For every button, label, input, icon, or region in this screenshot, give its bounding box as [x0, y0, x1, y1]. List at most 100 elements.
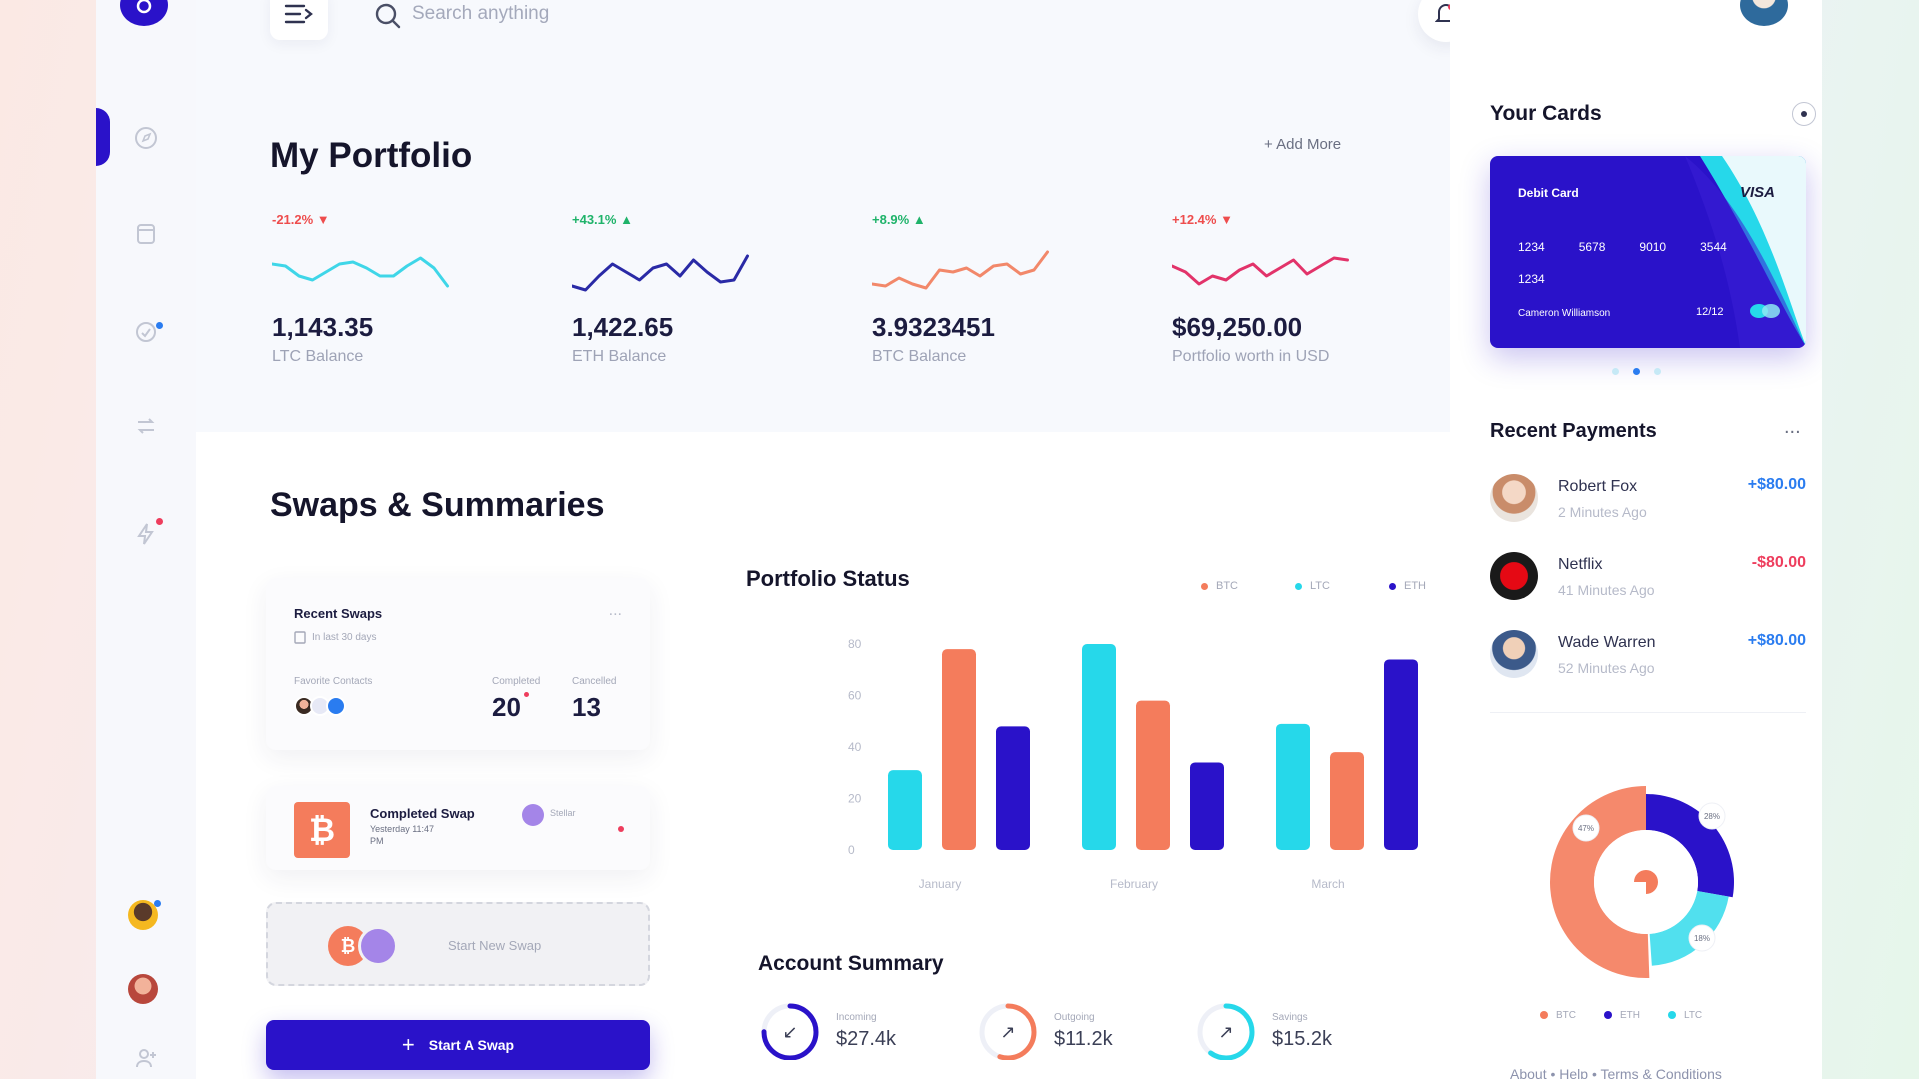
bar-btc-march[interactable] — [1330, 752, 1364, 850]
app-logo-icon[interactable] — [120, 0, 168, 26]
carousel-dot[interactable] — [1633, 368, 1640, 375]
menu-toggle-button[interactable] — [270, 0, 328, 40]
notification-dot — [156, 322, 163, 329]
asset-value: $69,250.00 — [1172, 312, 1303, 342]
donut-legend-item[interactable]: BTC — [1540, 1010, 1576, 1021]
donut-segment-eth[interactable] — [1646, 794, 1734, 898]
asset-change: -21.2% ▼ — [272, 212, 330, 227]
asset-change: +12.4% ▼ — [1172, 212, 1233, 227]
compass-icon[interactable] — [132, 124, 160, 152]
footer-links[interactable]: About • Help • Terms & Conditions — [1510, 1066, 1722, 1079]
asset-card[interactable]: -21.2% ▼ 1,143.35 LTC Balance — [272, 212, 472, 372]
sparkline — [572, 254, 749, 292]
profile-avatar[interactable] — [1740, 0, 1788, 26]
legend-swatch — [1540, 1011, 1548, 1020]
legend-item[interactable]: LTC — [1295, 580, 1330, 592]
payment-time: 2 Minutes Ago — [1558, 504, 1647, 520]
your-cards-title: Your Cards — [1490, 102, 1602, 125]
carousel-dot[interactable] — [1654, 368, 1661, 375]
y-tick-label: 0 — [848, 843, 855, 857]
donut-label: 47% — [1578, 824, 1594, 833]
main-content: My Portfolio + Add More -21.2% ▼ 1,143.35… — [196, 0, 1474, 1079]
bar-eth-january[interactable] — [996, 726, 1030, 850]
contact-avatar[interactable] — [128, 900, 158, 930]
donut-label: 28% — [1704, 812, 1720, 821]
ring-progress — [979, 1003, 1037, 1060]
asset-card[interactable]: +12.4% ▼ $69,250.00 Portfolio worth in USD — [1172, 212, 1372, 372]
page-title: My Portfolio — [270, 136, 473, 175]
swap-target: Stellar — [550, 808, 576, 818]
more-icon[interactable]: ... — [1784, 416, 1801, 438]
stellar-icon — [522, 804, 544, 826]
menu-icon — [284, 4, 313, 24]
donut-legend-item[interactable]: ETH — [1604, 1010, 1640, 1021]
more-icon[interactable]: ... — [608, 602, 622, 619]
add-more-link[interactable]: + Add More — [1264, 136, 1342, 153]
bitcoin-icon: ₿ — [294, 802, 350, 858]
status-dot — [618, 826, 624, 832]
summary-label: Outgoing — [1054, 1012, 1095, 1023]
summary-item[interactable]: ↗ Savings $15.2k — [1194, 996, 1394, 1066]
bar-eth-march[interactable] — [1384, 659, 1418, 850]
completed-swap-time: Yesterday 11:47 — [370, 824, 435, 834]
payment-avatar — [1490, 630, 1538, 678]
contact-avatar[interactable] — [128, 974, 158, 1004]
payment-amount: -$80.00 — [1751, 554, 1806, 571]
summary-label: Savings — [1272, 1012, 1308, 1023]
completed-swap-card[interactable]: ₿ Completed Swap Yesterday 11:47 PM Stel… — [266, 786, 650, 870]
completed-label: Completed — [492, 676, 541, 687]
bolt-icon[interactable] — [132, 520, 160, 548]
debit-card[interactable]: Debit Card VISA 1234 5678 9010 3544 1234 Ca… — [1490, 156, 1806, 348]
asset-card[interactable]: +8.9% ▲ 3.9323451 BTC Balance — [872, 212, 1072, 372]
donut-segment-ltc[interactable] — [1649, 891, 1729, 966]
y-tick-label: 20 — [848, 792, 862, 806]
carousel-dot[interactable] — [1612, 368, 1619, 375]
wallet-icon[interactable] — [132, 220, 160, 248]
legend-label: BTC — [1216, 580, 1238, 592]
bar-ltc-march[interactable] — [1276, 723, 1310, 850]
portfolio-status-chart: 80 60 40 20 0 January February March — [848, 637, 1418, 891]
recent-swaps-card[interactable]: Recent Swaps ... In last 30 days Favorit… — [266, 578, 650, 750]
bar-btc-january[interactable] — [942, 649, 976, 850]
plus-icon: + — [401, 1032, 415, 1057]
sparkline — [872, 250, 1049, 290]
start-new-swap-label: Start New Swap — [448, 938, 542, 953]
add-card-button[interactable] — [1792, 102, 1816, 126]
payment-row[interactable]: Robert Fox 2 Minutes Ago +$80.00 — [1490, 474, 1806, 534]
swap-icon[interactable] — [132, 412, 160, 440]
search-input[interactable] — [412, 0, 812, 28]
card-holder: Cameron Williamson — [1518, 308, 1611, 319]
x-tick-label: February — [1110, 877, 1158, 891]
payment-row[interactable]: Netflix 41 Minutes Ago -$80.00 — [1490, 552, 1806, 612]
payment-amount: +$80.00 — [1747, 476, 1806, 493]
bar-btc-february[interactable] — [1136, 700, 1170, 850]
cancelled-label: Cancelled — [572, 676, 617, 687]
completed-swap-title: Completed Swap — [370, 806, 475, 821]
start-new-swap-dropzone[interactable]: ₿ Start New Swap — [266, 902, 650, 986]
donut-center-mark — [1634, 870, 1658, 894]
donut-legend-item[interactable]: LTC — [1668, 1010, 1702, 1021]
calendar-icon — [294, 631, 306, 644]
add-user-icon[interactable] — [132, 1044, 160, 1072]
bar-ltc-february[interactable] — [1082, 644, 1116, 850]
bar-eth-february[interactable] — [1190, 762, 1224, 850]
payment-name: Wade Warren — [1558, 634, 1656, 651]
asset-change: +8.9% ▲ — [872, 212, 926, 227]
summary-item[interactable]: ↗ Outgoing $11.2k — [976, 996, 1176, 1066]
start-swap-button[interactable]: + Start A Swap — [266, 1020, 650, 1070]
asset-card[interactable]: +43.1% ▲ 1,422.65 ETH Balance — [572, 212, 772, 372]
x-tick-label: January — [919, 877, 962, 891]
legend-item[interactable]: BTC — [1201, 580, 1238, 592]
payment-row[interactable]: Wade Warren 52 Minutes Ago +$80.00 — [1490, 630, 1806, 690]
bar-ltc-january[interactable] — [888, 770, 922, 850]
legend-swatch — [1668, 1011, 1676, 1020]
swaps-title: Swaps & Summaries — [270, 486, 605, 524]
summary-label: Incoming — [836, 1012, 877, 1023]
summary-item[interactable]: ↙ Incoming $27.4k — [758, 996, 958, 1066]
card-number-group: 5678 — [1578, 240, 1606, 254]
activity-icon[interactable] — [132, 318, 160, 346]
card-type: Debit Card — [1518, 186, 1579, 200]
legend-item[interactable]: ETH — [1389, 580, 1426, 592]
legend-label: ETH — [1620, 1010, 1640, 1021]
contact-avatar[interactable] — [326, 696, 346, 716]
